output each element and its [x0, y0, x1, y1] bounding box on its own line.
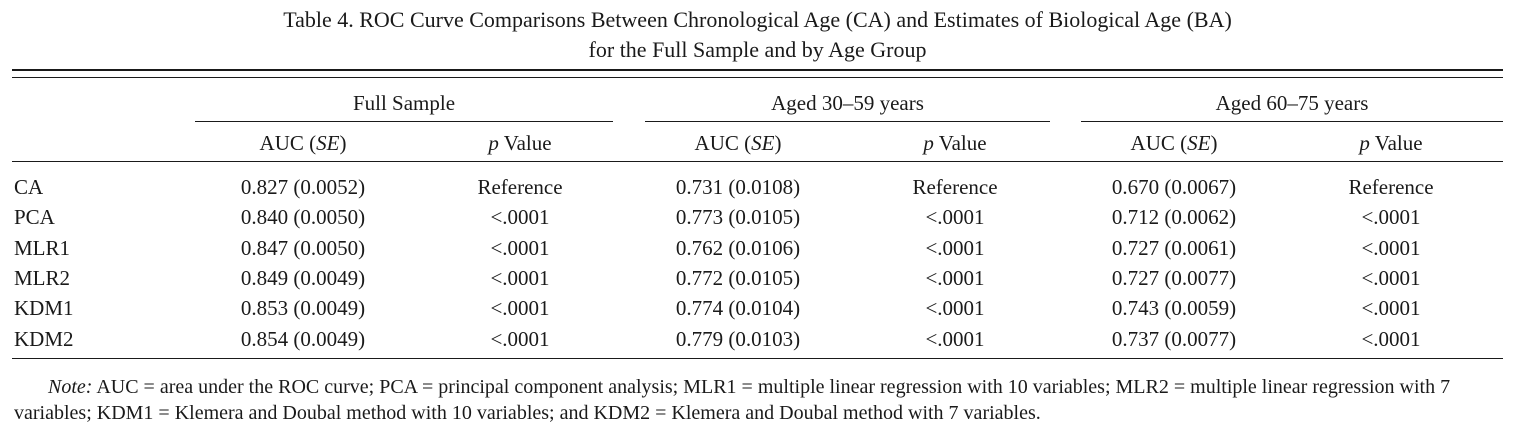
- row-label: MLR1: [14, 236, 71, 260]
- group-underline-full-sample: [195, 121, 613, 122]
- cell-p-30-59: <.0001: [925, 205, 985, 229]
- top-rule-2: [12, 77, 1503, 78]
- cell-p-full: <.0001: [490, 266, 550, 290]
- cell-p-full: <.0001: [490, 205, 550, 229]
- cell-p-60-75: <.0001: [1361, 327, 1421, 351]
- cell-p-30-59: <.0001: [925, 296, 985, 320]
- cell-p-full: <.0001: [490, 236, 550, 260]
- cell-p-full: Reference: [477, 175, 563, 199]
- group-underline-aged-60-75: [1081, 121, 1503, 122]
- cell-auc-30-59: 0.762 (0.0106): [675, 236, 801, 260]
- cell-auc-60-75: 0.727 (0.0061): [1111, 236, 1237, 260]
- cell-auc-full: 0.854 (0.0049): [240, 327, 366, 351]
- row-label: MLR2: [14, 266, 71, 290]
- cell-p-30-59: <.0001: [925, 327, 985, 351]
- cell-p-30-59: <.0001: [925, 266, 985, 290]
- note-text: AUC = area under the ROC curve; PCA = pr…: [14, 376, 1451, 424]
- cell-p-60-75: <.0001: [1361, 236, 1421, 260]
- subheader-auc-30-59: AUC (SE): [694, 131, 782, 155]
- subheader-p-30-59: p Value: [923, 131, 987, 155]
- cell-auc-30-59: 0.779 (0.0103): [675, 327, 801, 351]
- header-bottom-rule: [12, 161, 1503, 162]
- note-label: Note:: [48, 376, 93, 398]
- row-label: KDM2: [14, 327, 74, 351]
- cell-auc-full: 0.840 (0.0050): [240, 205, 366, 229]
- cell-auc-30-59: 0.772 (0.0105): [675, 266, 801, 290]
- table-caption-line-2: for the Full Sample and by Age Group: [588, 37, 927, 62]
- group-header-full-sample: Full Sample: [352, 91, 456, 115]
- subheader-p-full: p Value: [488, 131, 552, 155]
- subheader-p-60-75: p Value: [1359, 131, 1423, 155]
- row-label: PCA: [14, 205, 55, 229]
- cell-p-30-59: Reference: [912, 175, 998, 199]
- table-note: Note: AUC = area under the ROC curve; PC…: [14, 374, 1504, 426]
- cell-auc-60-75: 0.727 (0.0077): [1111, 266, 1237, 290]
- bottom-rule: [12, 358, 1503, 359]
- cell-auc-60-75: 0.737 (0.0077): [1111, 327, 1237, 351]
- cell-auc-60-75: 0.670 (0.0067): [1111, 175, 1237, 199]
- cell-auc-30-59: 0.773 (0.0105): [675, 205, 801, 229]
- group-header-aged-30-59: Aged 30–59 years: [771, 91, 924, 115]
- cell-auc-60-75: 0.743 (0.0059): [1111, 296, 1237, 320]
- cell-p-30-59: <.0001: [925, 236, 985, 260]
- cell-p-60-75: Reference: [1348, 175, 1434, 199]
- cell-p-60-75: <.0001: [1361, 296, 1421, 320]
- group-header-aged-60-75: Aged 60–75 years: [1215, 91, 1369, 115]
- cell-p-60-75: <.0001: [1361, 266, 1421, 290]
- cell-auc-full: 0.849 (0.0049): [240, 266, 366, 290]
- table-caption-line-1: Table 4. ROC Curve Comparisons Between C…: [283, 7, 1232, 32]
- cell-auc-full: 0.853 (0.0049): [240, 296, 366, 320]
- cell-auc-30-59: 0.731 (0.0108): [675, 175, 801, 199]
- cell-auc-full: 0.847 (0.0050): [240, 236, 366, 260]
- subheader-auc-full: AUC (SE): [259, 131, 347, 155]
- cell-p-full: <.0001: [490, 296, 550, 320]
- top-rule-1: [12, 69, 1503, 71]
- subheader-auc-60-75: AUC (SE): [1130, 131, 1218, 155]
- row-label: KDM1: [14, 296, 74, 320]
- row-label: CA: [14, 175, 44, 199]
- cell-auc-30-59: 0.774 (0.0104): [675, 296, 801, 320]
- cell-p-full: <.0001: [490, 327, 550, 351]
- cell-auc-60-75: 0.712 (0.0062): [1111, 205, 1237, 229]
- cell-auc-full: 0.827 (0.0052): [240, 175, 366, 199]
- group-underline-aged-30-59: [645, 121, 1050, 122]
- cell-p-60-75: <.0001: [1361, 205, 1421, 229]
